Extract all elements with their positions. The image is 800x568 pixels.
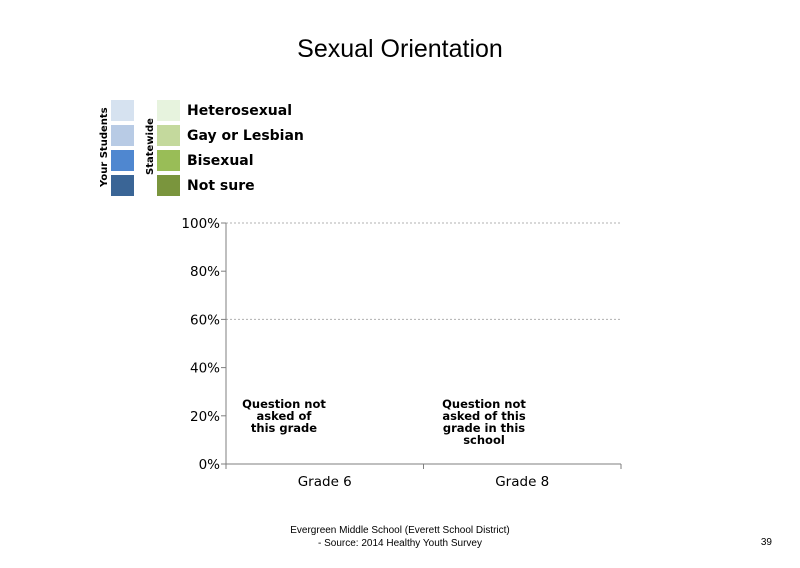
note-line: school: [463, 433, 505, 447]
note-line: asked of this: [442, 409, 526, 423]
y-tick-label: 60%: [190, 312, 220, 328]
legend-swatch-state-bisexual: [157, 150, 180, 171]
legend-swatch-your-bisexual: [111, 150, 134, 171]
page-number: 39: [760, 537, 772, 548]
legend-swatch-state-gay-lesbian: [157, 125, 180, 146]
bar-chart: 0% 20% 40% 60% 80% 100% Grade 6 Grade 8: [181, 216, 622, 490]
y-tick-label: 100%: [181, 216, 220, 232]
legend-swatch-your-heterosexual: [111, 100, 134, 121]
legend-label-heterosexual: Heterosexual: [187, 103, 292, 119]
y-tick-label: 20%: [190, 409, 220, 425]
grade-8-note: Question not asked of this grade in this sc…: [429, 398, 539, 446]
legend-swatch-state-heterosexual: [157, 100, 180, 121]
note-line: this grade: [250, 421, 318, 435]
note-line: Question not: [242, 397, 326, 411]
legend-label-gay-lesbian: Gay or Lesbian: [187, 128, 304, 144]
footer-source: - Source: 2014 Healthy Youth Survey: [318, 538, 482, 549]
note-line: grade in this: [442, 421, 526, 435]
legend-label-bisexual: Bisexual: [187, 153, 254, 169]
note-line: asked of: [256, 409, 312, 423]
footer-school: Evergreen Middle School (Everett School …: [290, 525, 510, 536]
y-tick-label: 80%: [190, 264, 220, 280]
x-tick-label: Grade 8: [495, 474, 549, 490]
legend-label-not-sure: Not sure: [187, 178, 255, 194]
x-tick-label: Grade 6: [298, 474, 352, 490]
y-tick-label: 0%: [199, 457, 221, 473]
legend-swatch-your-gay-lesbian: [111, 125, 134, 146]
y-tick-label: 40%: [190, 361, 220, 377]
page-title: Sexual Orientation: [297, 35, 503, 63]
footer: Evergreen Middle School (Everett School …: [0, 524, 800, 550]
legend-swatch-your-not-sure: [111, 175, 134, 196]
grade-6-note: Question not asked of this grade: [229, 398, 339, 434]
note-line: Question not: [442, 397, 526, 411]
legend-swatch-state-not-sure: [157, 175, 180, 196]
